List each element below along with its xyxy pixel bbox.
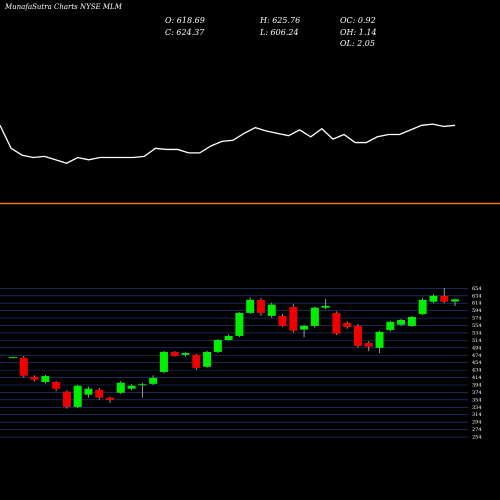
candle-body — [30, 376, 39, 380]
stat: L: 606.24 — [259, 28, 299, 37]
stat: OC: 0.92 — [340, 16, 376, 25]
candle-body — [19, 357, 28, 376]
y-tick-label: 374 — [472, 390, 482, 396]
stat: OH: 1.14 — [340, 28, 377, 37]
stat: O: 618.69 — [165, 16, 205, 25]
candle-body — [343, 322, 352, 328]
y-tick-label: 494 — [472, 345, 482, 351]
y-tick-label: 474 — [472, 353, 482, 359]
y-tick-label: 394 — [472, 382, 482, 388]
candle-body — [224, 335, 233, 341]
candle-body — [451, 299, 459, 302]
y-tick-label: 654 — [472, 286, 482, 292]
stat: C: 624.37 — [165, 28, 205, 37]
y-tick-label: 254 — [472, 435, 482, 441]
candle-body — [116, 382, 125, 393]
candle-body — [41, 376, 50, 383]
candle-body — [386, 321, 395, 330]
stat: OL: 2.05 — [340, 39, 375, 48]
candle-body — [418, 299, 427, 314]
y-tick-label: 274 — [472, 427, 482, 433]
candle-body — [203, 351, 212, 367]
candle-body — [95, 389, 104, 398]
y-tick-label: 414 — [472, 375, 482, 381]
indicator-line — [0, 123, 456, 164]
candle-body — [407, 316, 416, 326]
candle-body — [52, 382, 61, 389]
candle-body — [375, 331, 384, 348]
candle-body — [170, 351, 179, 356]
candle-body — [235, 312, 244, 336]
y-tick-label: 434 — [472, 368, 482, 374]
candle-body — [289, 306, 298, 331]
candle-body — [213, 340, 222, 352]
candle-body — [353, 325, 362, 346]
y-tick-label: 334 — [472, 405, 482, 411]
y-tick-label: 534 — [472, 330, 482, 336]
candle-body — [440, 295, 449, 302]
y-tick-label: 514 — [472, 338, 482, 344]
candle-body — [192, 354, 201, 368]
y-tick-label: 314 — [472, 412, 482, 418]
y-tick-label: 614 — [472, 301, 482, 307]
candle-body — [181, 353, 190, 355]
candle-body — [364, 342, 373, 347]
candle-body — [9, 357, 17, 359]
candle-body — [300, 325, 309, 330]
candle-body — [84, 388, 93, 395]
y-tick-label: 574 — [472, 316, 482, 322]
candle-body — [246, 299, 255, 313]
y-tick-label: 354 — [472, 397, 482, 403]
candle-body — [127, 385, 136, 389]
y-tick-label: 554 — [472, 323, 482, 329]
chart-title: MunafaSutra Charts NYSE MLM — [4, 3, 123, 11]
candle-body — [321, 305, 330, 308]
candle-body — [429, 295, 438, 302]
stat: H: 625.76 — [259, 16, 300, 25]
candle-body — [278, 315, 287, 326]
candle-body — [149, 377, 158, 384]
candle-body — [332, 312, 341, 334]
y-tick-label: 454 — [472, 360, 482, 366]
candle-body — [106, 397, 115, 400]
candle-body — [138, 384, 147, 386]
y-tick-label: 294 — [472, 420, 482, 426]
candle-body — [159, 351, 168, 372]
candle-body — [62, 391, 71, 407]
candle-body — [267, 304, 276, 316]
candle-body — [397, 319, 406, 325]
candle-body — [310, 307, 319, 326]
candle-body — [73, 385, 82, 407]
y-tick-label: 634 — [472, 293, 482, 299]
y-tick-label: 594 — [472, 308, 482, 314]
candle-body — [256, 299, 265, 313]
